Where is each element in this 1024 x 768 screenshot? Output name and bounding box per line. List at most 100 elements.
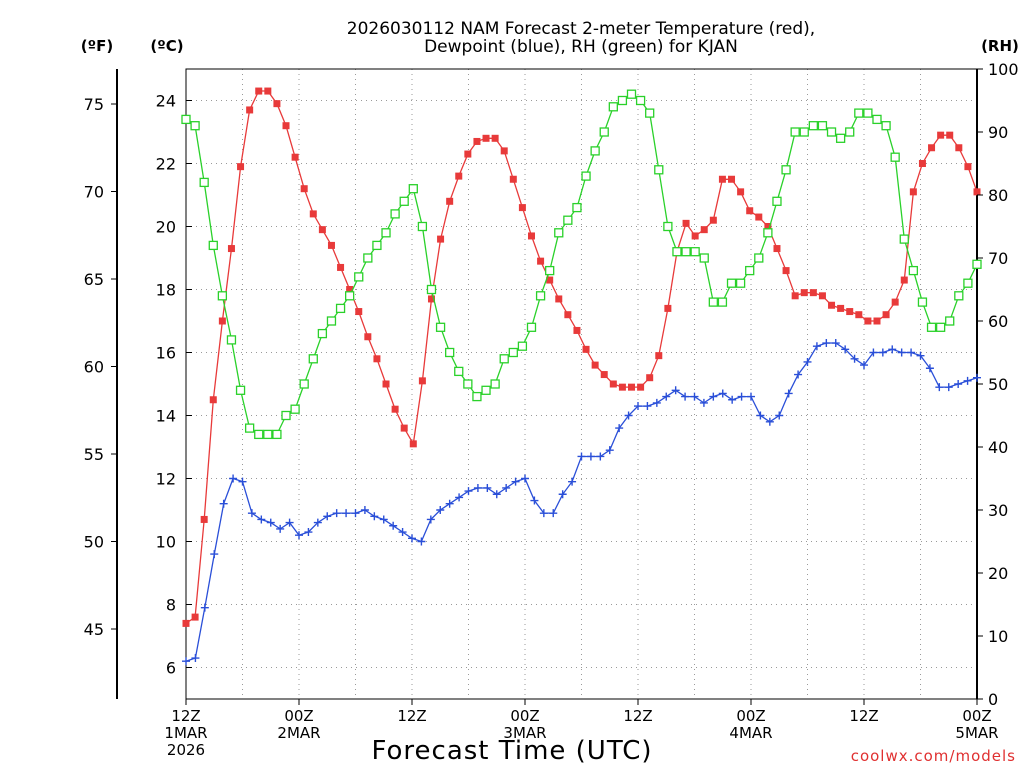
dewpoint-point	[586, 452, 595, 461]
dewpoint-point	[860, 361, 868, 370]
dewpoint-point	[615, 424, 624, 433]
dewpoint-point	[963, 376, 972, 385]
x-tick-label: 5MAR	[955, 724, 998, 742]
temperature-point	[900, 276, 908, 284]
temperature-point	[518, 204, 526, 212]
rh-point	[945, 316, 955, 326]
temperature-point	[300, 185, 308, 193]
dewpoint-point	[935, 383, 944, 392]
dewpoint-point	[907, 348, 916, 357]
dewpoint-point	[238, 477, 247, 486]
temperature-point	[400, 424, 408, 432]
dewpoint-point	[445, 499, 454, 508]
x-tick-label: 00Z	[284, 707, 313, 725]
temperature-point	[873, 317, 881, 325]
dewpoint-point	[756, 411, 765, 420]
dewpoint-point	[483, 483, 492, 492]
temperature-point	[664, 304, 672, 312]
temperature-point	[718, 175, 726, 183]
dewpoint-point	[521, 474, 529, 483]
rh-point	[263, 429, 273, 440]
rh-point	[754, 253, 764, 263]
rh-point	[390, 209, 400, 219]
x-axis-title: Forecast Time (UTC)	[371, 736, 652, 766]
dewpoint-point	[699, 398, 708, 407]
rh-point	[417, 221, 428, 232]
temperature-point	[182, 619, 190, 627]
celsius-tick-label: 10	[156, 533, 176, 552]
dewpoint-point	[511, 477, 520, 486]
temperature-point	[491, 134, 499, 142]
fahrenheit-tick-label: 55	[84, 445, 104, 464]
celsius-tick-label: 16	[156, 344, 176, 363]
dewpoint-point	[389, 521, 398, 530]
rh-point	[772, 196, 782, 206]
temperature-series	[182, 87, 981, 627]
dewpoint-point	[765, 417, 774, 426]
x-tick-label: 00Z	[736, 707, 765, 725]
x-tick-label: 4MAR	[729, 724, 772, 742]
rh-point	[790, 127, 800, 137]
temperature-point	[791, 292, 799, 300]
rh-point	[499, 354, 509, 364]
rh-point	[972, 259, 982, 269]
rh-tick-label: 30	[988, 501, 1008, 520]
rh-point	[235, 385, 246, 395]
temperature-point	[709, 216, 717, 224]
rh-point	[217, 291, 228, 301]
temperature-line	[185, 90, 978, 624]
temperature-point	[482, 134, 490, 142]
dewpoint-point	[690, 392, 699, 401]
temperature-point	[828, 301, 836, 309]
temperature-point	[837, 304, 845, 312]
temperature-point	[773, 245, 781, 253]
dewpoint-point	[408, 534, 416, 543]
x-tick-label: 1MAR	[164, 724, 207, 742]
dewpoint-point	[398, 528, 407, 537]
dewpoint-point	[379, 515, 388, 524]
rh-tick-label: 90	[988, 123, 1008, 142]
rh-point	[745, 265, 755, 276]
x-tick-label: 12Z	[397, 707, 426, 725]
temperature-point	[364, 333, 372, 341]
chart-title-line2: Dewpoint (blue), RH (green) for KJAN	[424, 37, 738, 57]
temperature-point	[546, 276, 554, 284]
dewpoint-point	[266, 518, 275, 527]
temperature-point	[591, 361, 599, 369]
temperature-point	[809, 289, 817, 297]
rh-tick-label: 20	[988, 564, 1008, 583]
dewpoint-point	[285, 518, 294, 527]
rh-point	[935, 322, 946, 332]
x-tick-label: 00Z	[962, 707, 991, 725]
dewpoint-point	[200, 603, 209, 612]
temperature-point	[737, 188, 745, 196]
temperature-point	[446, 197, 454, 205]
temperature-point	[282, 122, 290, 130]
grid-lines	[186, 69, 977, 699]
rh-point	[608, 102, 618, 112]
dewpoint-point	[568, 477, 577, 486]
rh-point	[408, 184, 418, 194]
temperature-point	[246, 106, 254, 114]
dewpoint-point	[370, 512, 379, 521]
dewpoint-point	[718, 389, 727, 398]
x-tick-label: 2026	[167, 741, 205, 759]
rh-point	[517, 341, 528, 351]
temperature-point	[609, 380, 617, 388]
rh-point	[490, 379, 500, 389]
rh-point	[617, 95, 628, 106]
rh-point	[763, 228, 773, 238]
dewpoint-point	[426, 515, 435, 524]
celsius-tick-label: 6	[166, 659, 176, 678]
temperature-point	[555, 295, 563, 303]
rh-tick-label: 70	[988, 249, 1008, 268]
rh-point	[899, 234, 909, 244]
dewpoint-point	[888, 345, 897, 354]
temperature-point	[691, 232, 699, 240]
temperature-point	[291, 153, 299, 161]
rh-point	[572, 202, 582, 213]
dewpoint-point	[831, 339, 840, 348]
dewpoint-point	[897, 348, 906, 357]
rh-point	[681, 247, 691, 257]
x-tick-label: 00Z	[510, 707, 539, 725]
